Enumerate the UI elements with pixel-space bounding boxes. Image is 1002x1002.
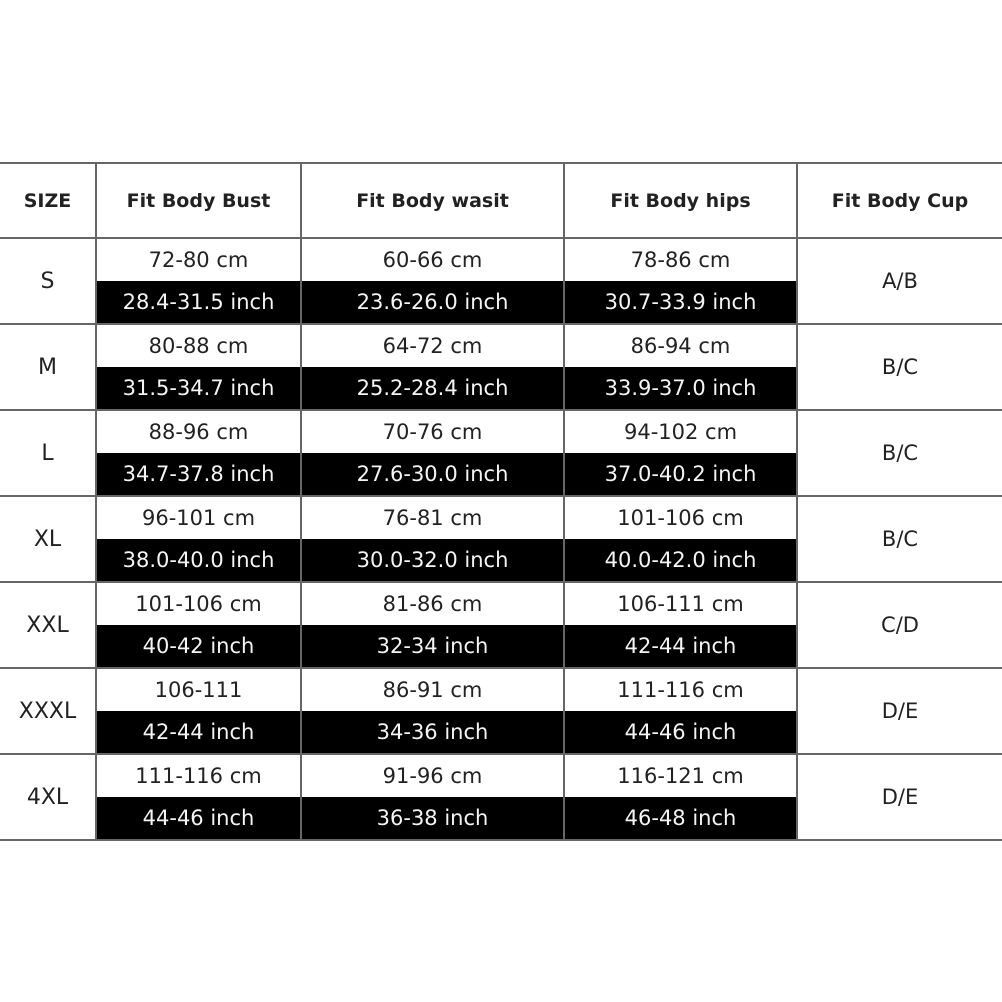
bust-cm: 88-96 cm xyxy=(148,420,249,444)
cup-value: A/B xyxy=(882,269,918,293)
waist-cm: 76-81 cm xyxy=(382,506,483,530)
header-hips: Fit Body hips xyxy=(565,164,798,237)
hips-inch: 33.9-37.0 inch xyxy=(565,367,796,409)
header-size: SIZE xyxy=(0,164,97,237)
cup-value: D/E xyxy=(881,699,919,723)
waist-inch: 30.0-32.0 inch xyxy=(302,539,563,581)
hips-cell: 78-86 cm 30.7-33.9 inch xyxy=(565,239,798,323)
table-row: M 80-88 cm 31.5-34.7 inch 64-72 cm 25.2-… xyxy=(0,325,1002,411)
hips-inch: 46-48 inch xyxy=(565,797,796,839)
bust-cm: 111-116 cm xyxy=(135,764,262,788)
hips-inch: 40.0-42.0 inch xyxy=(565,539,796,581)
hips-inch: 37.0-40.2 inch xyxy=(565,453,796,495)
bust-cell: 80-88 cm 31.5-34.7 inch xyxy=(97,325,302,409)
hips-cell: 86-94 cm 33.9-37.0 inch xyxy=(565,325,798,409)
hips-cm: 94-102 cm xyxy=(623,420,738,444)
bust-cm: 106-111 xyxy=(154,678,243,702)
bust-cm: 72-80 cm xyxy=(148,248,249,272)
size-label: L xyxy=(0,411,97,495)
waist-inch: 34-36 inch xyxy=(302,711,563,753)
bust-inch: 34.7-37.8 inch xyxy=(97,453,300,495)
table-row: S 72-80 cm 28.4-31.5 inch 60-66 cm 23.6-… xyxy=(0,239,1002,325)
table-row: XXXL 106-111 42-44 inch 86-91 cm 34-36 i… xyxy=(0,669,1002,755)
size-label: M xyxy=(0,325,97,409)
hips-cm: 78-86 cm xyxy=(630,248,731,272)
bust-inch: 28.4-31.5 inch xyxy=(97,281,300,323)
cup-value: D/E xyxy=(881,785,919,809)
hips-cell: 106-111 cm 42-44 inch xyxy=(565,583,798,667)
waist-inch: 36-38 inch xyxy=(302,797,563,839)
waist-cell: 64-72 cm 25.2-28.4 inch xyxy=(302,325,565,409)
bust-cm: 101-106 cm xyxy=(135,592,262,616)
bust-cell: 101-106 cm 40-42 inch xyxy=(97,583,302,667)
cup-value: B/C xyxy=(881,441,919,465)
waist-cm: 86-91 cm xyxy=(382,678,483,702)
hips-cell: 111-116 cm 44-46 inch xyxy=(565,669,798,753)
waist-cell: 76-81 cm 30.0-32.0 inch xyxy=(302,497,565,581)
hips-cm: 86-94 cm xyxy=(630,334,731,358)
table-row: L 88-96 cm 34.7-37.8 inch 70-76 cm 27.6-… xyxy=(0,411,1002,497)
hips-cm: 116-121 cm xyxy=(617,764,744,788)
hips-inch: 30.7-33.9 inch xyxy=(565,281,796,323)
table-row: XXL 101-106 cm 40-42 inch 81-86 cm 32-34… xyxy=(0,583,1002,669)
hips-inch: 44-46 inch xyxy=(565,711,796,753)
hips-cell: 101-106 cm 40.0-42.0 inch xyxy=(565,497,798,581)
waist-cm: 60-66 cm xyxy=(382,248,483,272)
bust-inch: 42-44 inch xyxy=(97,711,300,753)
cup-value: B/C xyxy=(881,527,919,551)
bust-cell: 106-111 42-44 inch xyxy=(97,669,302,753)
bust-cm: 96-101 cm xyxy=(141,506,256,530)
hips-inch: 42-44 inch xyxy=(565,625,796,667)
bust-cm: 80-88 cm xyxy=(148,334,249,358)
waist-inch: 27.6-30.0 inch xyxy=(302,453,563,495)
hips-cm: 111-116 cm xyxy=(617,678,744,702)
bust-cell: 96-101 cm 38.0-40.0 inch xyxy=(97,497,302,581)
hips-cm: 101-106 cm xyxy=(617,506,744,530)
waist-cell: 60-66 cm 23.6-26.0 inch xyxy=(302,239,565,323)
cup-value: B/C xyxy=(881,355,919,379)
waist-cell: 91-96 cm 36-38 inch xyxy=(302,755,565,839)
waist-cell: 81-86 cm 32-34 inch xyxy=(302,583,565,667)
bust-cell: 88-96 cm 34.7-37.8 inch xyxy=(97,411,302,495)
waist-cm: 81-86 cm xyxy=(382,592,483,616)
size-label: 4XL xyxy=(0,755,97,839)
hips-cm: 106-111 cm xyxy=(617,592,744,616)
header-bust: Fit Body Bust xyxy=(97,164,302,237)
bust-inch: 44-46 inch xyxy=(97,797,300,839)
waist-cell: 70-76 cm 27.6-30.0 inch xyxy=(302,411,565,495)
hips-cell: 94-102 cm 37.0-40.2 inch xyxy=(565,411,798,495)
size-chart-table: SIZE Fit Body Bust Fit Body wasit Fit Bo… xyxy=(0,162,1002,841)
cup-value: C/D xyxy=(881,613,919,637)
header-row: SIZE Fit Body Bust Fit Body wasit Fit Bo… xyxy=(0,164,1002,239)
hips-cell: 116-121 cm 46-48 inch xyxy=(565,755,798,839)
waist-inch: 25.2-28.4 inch xyxy=(302,367,563,409)
size-label: XXL xyxy=(0,583,97,667)
header-waist: Fit Body wasit xyxy=(302,164,565,237)
size-label: XL xyxy=(0,497,97,581)
bust-inch: 31.5-34.7 inch xyxy=(97,367,300,409)
waist-cm: 64-72 cm xyxy=(382,334,483,358)
size-label: S xyxy=(0,239,97,323)
bust-cell: 111-116 cm 44-46 inch xyxy=(97,755,302,839)
waist-inch: 23.6-26.0 inch xyxy=(302,281,563,323)
waist-cm: 70-76 cm xyxy=(382,420,483,444)
waist-cell: 86-91 cm 34-36 inch xyxy=(302,669,565,753)
bust-inch: 38.0-40.0 inch xyxy=(97,539,300,581)
size-label: XXXL xyxy=(0,669,97,753)
bust-inch: 40-42 inch xyxy=(97,625,300,667)
waist-inch: 32-34 inch xyxy=(302,625,563,667)
bust-cell: 72-80 cm 28.4-31.5 inch xyxy=(97,239,302,323)
header-cup: Fit Body Cup xyxy=(831,189,969,212)
waist-cm: 91-96 cm xyxy=(382,764,483,788)
table-row: XL 96-101 cm 38.0-40.0 inch 76-81 cm 30.… xyxy=(0,497,1002,583)
table-row: 4XL 111-116 cm 44-46 inch 91-96 cm 36-38… xyxy=(0,755,1002,841)
